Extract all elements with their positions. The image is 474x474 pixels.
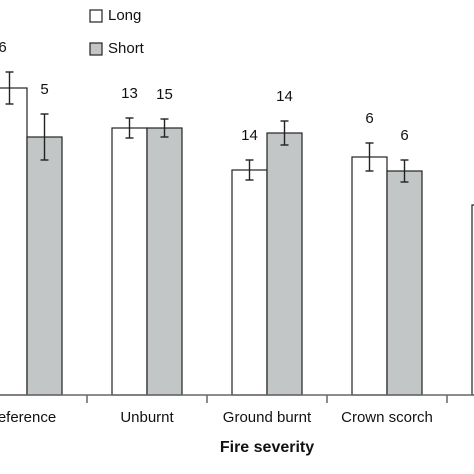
- x-tick-label: Unburnt: [120, 409, 174, 426]
- sample-size-label: 6: [0, 39, 7, 56]
- sample-size-label: 14: [241, 127, 258, 144]
- bar: [471, 204, 474, 396]
- x-tick-label: eference: [0, 409, 56, 426]
- bar: [386, 170, 423, 396]
- sample-size-label: 6: [365, 110, 373, 127]
- sample-size-label: 5: [40, 81, 48, 98]
- sample-size-label: 6: [400, 127, 408, 144]
- x-tick-label: Crown scorch: [341, 409, 433, 426]
- sample-size-label: 14: [276, 88, 293, 105]
- legend-label: Long: [108, 7, 141, 24]
- x-axis-title: Fire severity: [220, 439, 314, 456]
- bar: [0, 87, 28, 396]
- bar: [111, 127, 148, 396]
- bar: [266, 132, 303, 396]
- legend-swatch: [89, 9, 103, 23]
- bar: [231, 169, 268, 396]
- bar: [351, 156, 388, 396]
- legend-swatch: [89, 42, 103, 56]
- bar: [146, 127, 183, 396]
- legend-label: Short: [108, 40, 145, 57]
- sample-size-label: 13: [121, 85, 138, 102]
- sample-size-label: 15: [156, 86, 173, 103]
- x-tick-label: Ground burnt: [223, 409, 312, 426]
- bar: [26, 136, 63, 396]
